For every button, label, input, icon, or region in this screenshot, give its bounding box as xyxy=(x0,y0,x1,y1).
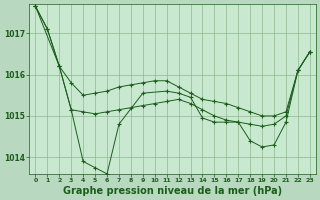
X-axis label: Graphe pression niveau de la mer (hPa): Graphe pression niveau de la mer (hPa) xyxy=(63,186,282,196)
